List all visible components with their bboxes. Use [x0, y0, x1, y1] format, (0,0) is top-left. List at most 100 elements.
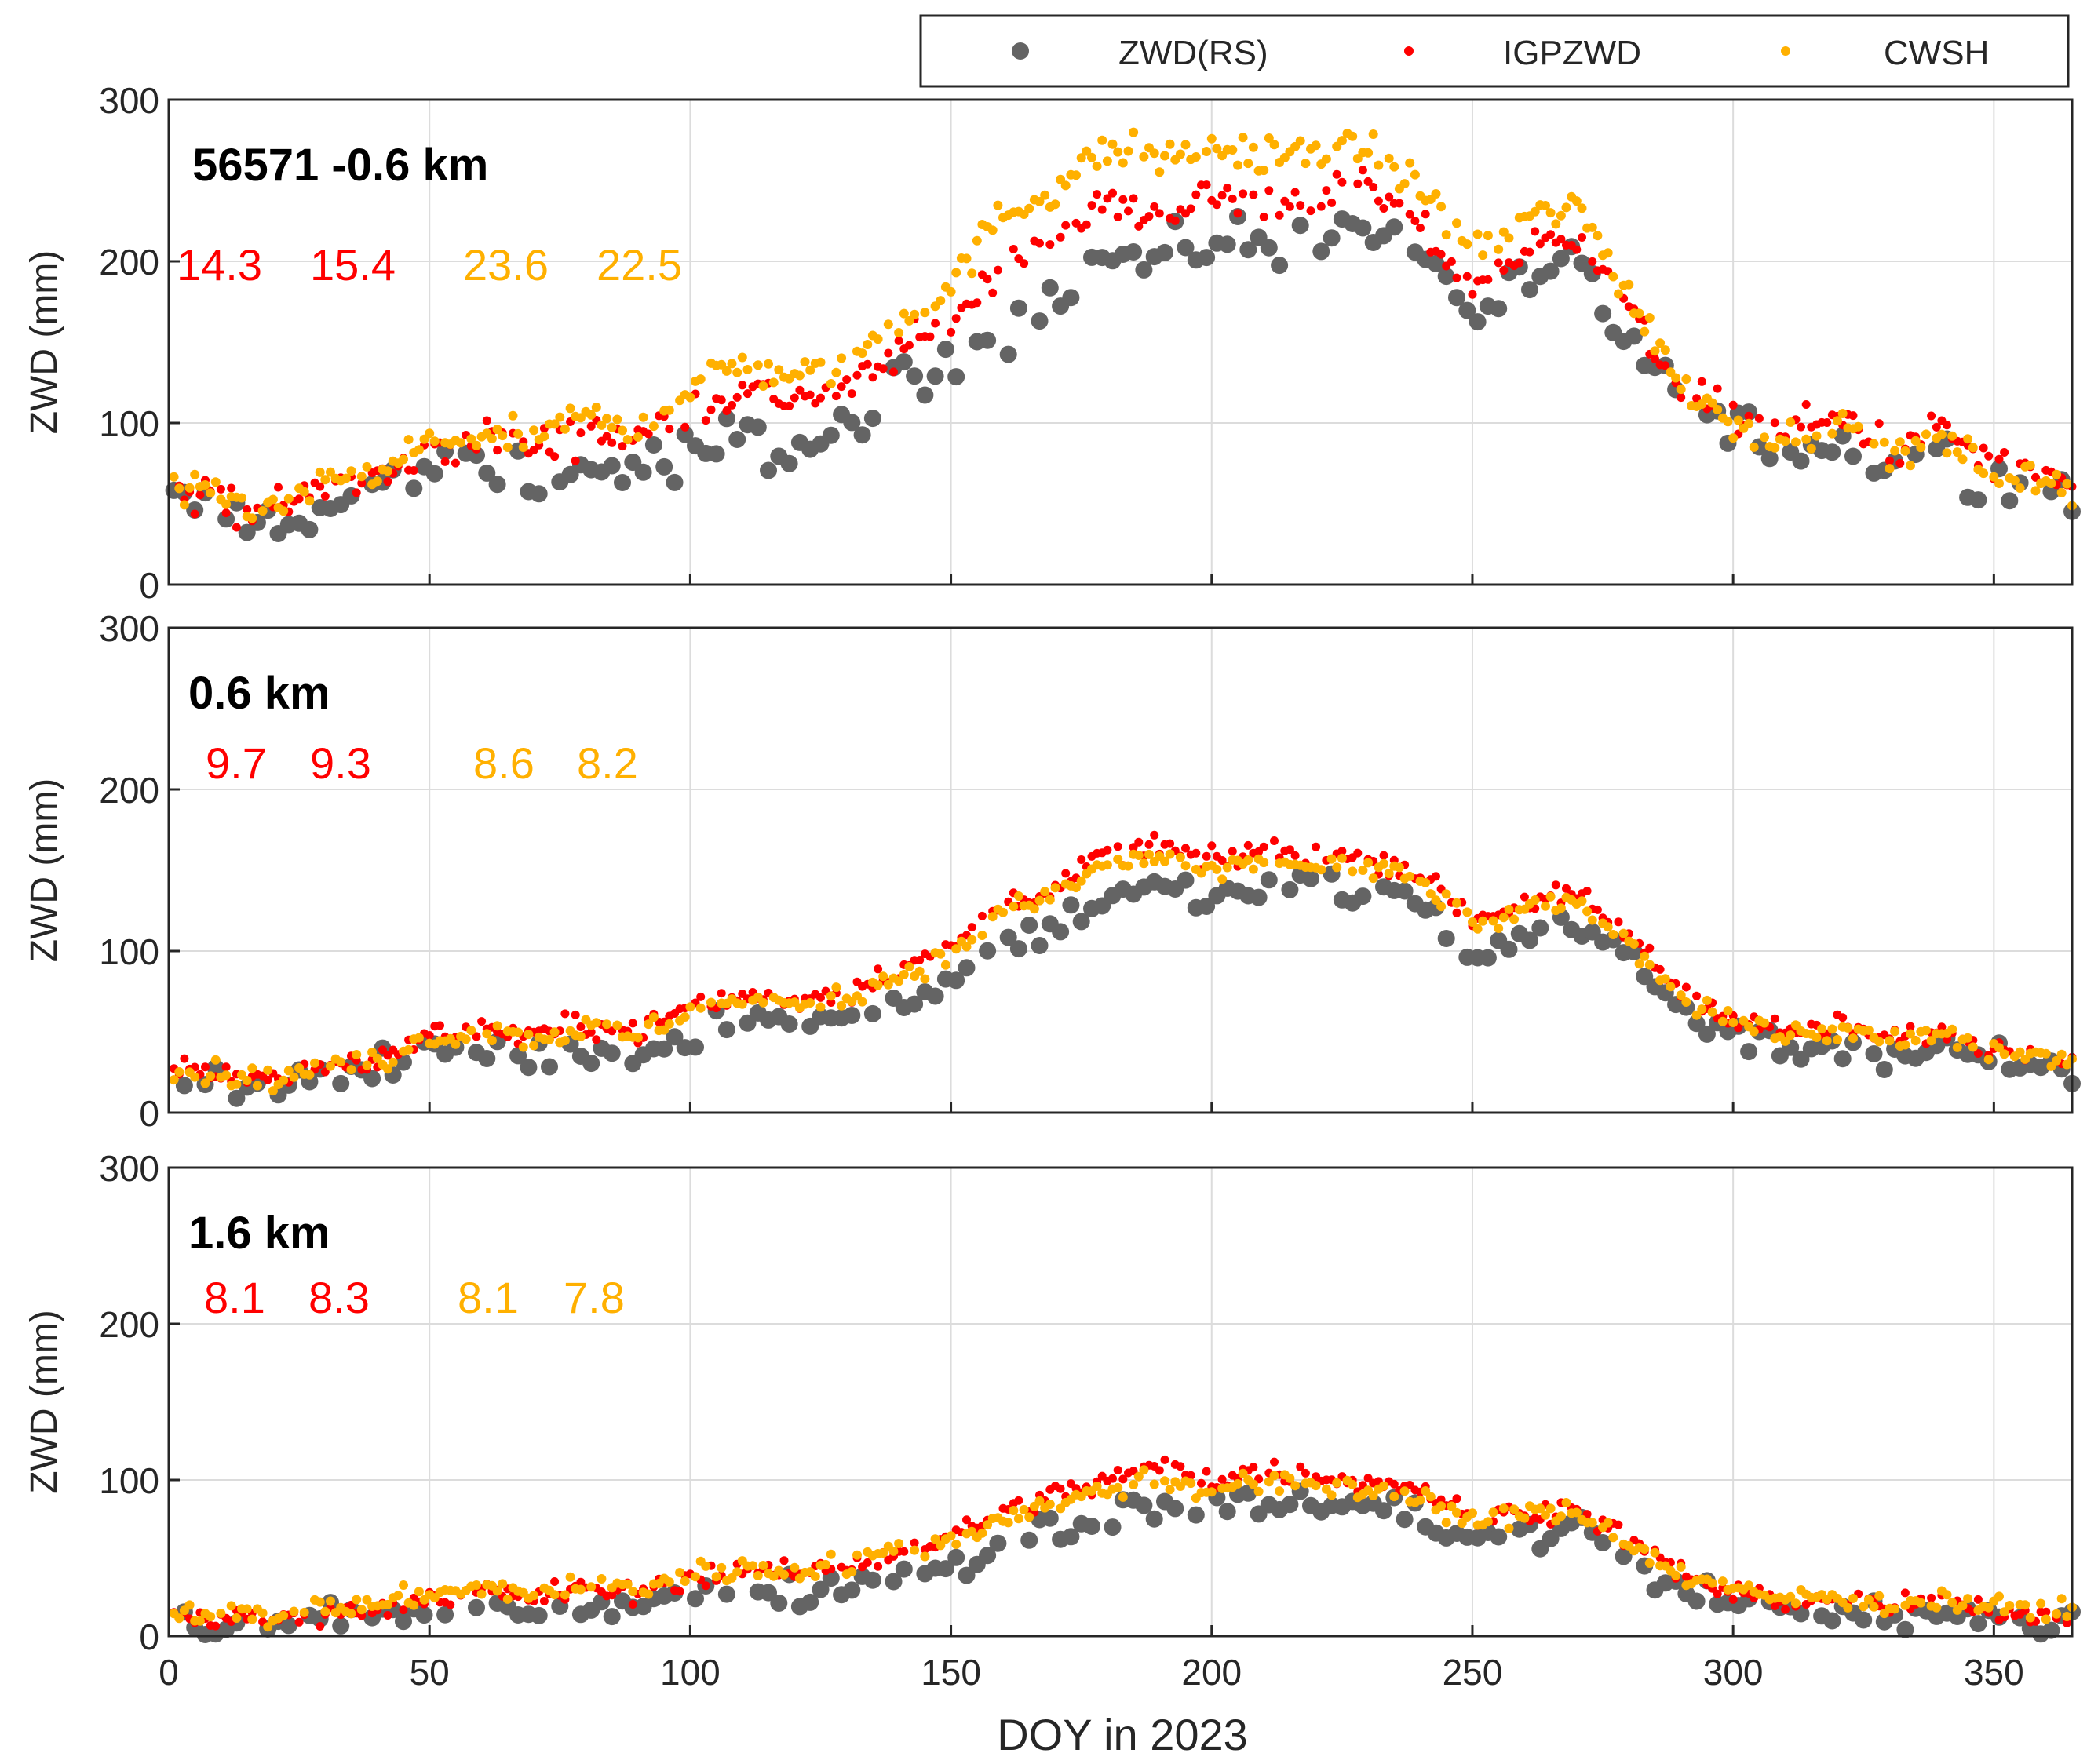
panel-2-point-cwsh	[1723, 1006, 1733, 1015]
panel-2-point-cwsh	[737, 999, 747, 1009]
panel-1-point-igp	[1358, 166, 1367, 175]
panel-2-point-cwsh	[1707, 1007, 1717, 1017]
panel-1-point-igp	[1374, 196, 1383, 206]
panel-2-point-cwsh	[1556, 903, 1566, 913]
panel-1-point-rs	[979, 331, 997, 349]
panel-1-point-rs	[425, 465, 443, 483]
panel-1-point-cwsh	[1833, 416, 1842, 426]
panel-1-point-igp	[602, 432, 611, 441]
panel-2-stat-cwsh-1: 8.6	[473, 738, 535, 788]
panel-1-point-cwsh	[1311, 140, 1321, 151]
panel-1-point-cwsh	[498, 431, 508, 441]
panel-1-point-igp	[1296, 201, 1305, 210]
panel-2-point-igp	[1191, 848, 1201, 858]
x-tick-label-100: 100	[660, 1652, 721, 1693]
panel-2-point-rs	[717, 1021, 735, 1039]
panel-3-point-cwsh	[1890, 1604, 1900, 1614]
panel-2-y-tick-label-0: 0	[139, 1093, 159, 1134]
panel-3-point-cwsh	[1248, 1479, 1258, 1489]
panel-3-point-cwsh	[1206, 1487, 1217, 1497]
panel-1-point-cwsh	[1087, 152, 1096, 162]
panel-3-point-igp	[899, 1547, 909, 1556]
panel-3-point-cwsh	[888, 1546, 899, 1556]
panel-3-point-cwsh	[675, 1568, 685, 1577]
panel-1-point-cwsh	[184, 483, 195, 493]
panel-2-point-rs	[1437, 930, 1455, 947]
panel-1-point-cwsh	[721, 366, 732, 376]
panel-3-point-cwsh	[263, 1622, 273, 1632]
panel-1-point-cwsh	[1165, 139, 1175, 149]
panel-2-point-cwsh	[936, 949, 946, 959]
panel-3-point-rs	[760, 1584, 777, 1602]
panel-2-point-igp	[378, 1045, 387, 1055]
panel-1-y-ticks: 0 100 200 300	[99, 80, 180, 606]
panel-1-point-igp	[1483, 275, 1493, 284]
panel-2-point-rs	[541, 1058, 558, 1076]
panel-2-point-cwsh	[1634, 959, 1644, 969]
panel-1-point-cwsh	[346, 466, 356, 476]
panel-2-point-cwsh	[1833, 1035, 1842, 1044]
panel-2-point-cwsh	[837, 1000, 847, 1011]
panel-3-point-cwsh	[1942, 1590, 1952, 1600]
panel-2-point-cwsh	[1812, 1033, 1822, 1042]
panel-3-point-rs	[1896, 1620, 1914, 1638]
panel-3-point-cwsh	[1275, 1486, 1285, 1496]
panel-2-point-rs	[363, 1070, 381, 1088]
panel-1-point-rs	[1792, 452, 1810, 470]
panel-1-point-igp	[1316, 202, 1326, 211]
panel-1-point-igp	[1874, 419, 1884, 428]
panel-3-point-cwsh	[1045, 1500, 1055, 1509]
panel-2-point-cwsh	[482, 1029, 492, 1039]
panel-1-point-rs	[1271, 257, 1289, 275]
panel-3-point-cwsh	[1441, 1518, 1451, 1528]
panel-2-series-cwsh	[169, 849, 2077, 1096]
panel-1-point-rs	[906, 367, 924, 385]
panel-3-point-cwsh	[1009, 1506, 1019, 1515]
panel-2-point-cwsh	[1316, 865, 1326, 875]
panel-3-point-cwsh	[476, 1589, 487, 1599]
panel-1-point-cwsh	[1744, 418, 1754, 428]
panel-1-point-cwsh	[648, 421, 659, 432]
panel-2-point-igp	[1692, 991, 1702, 1000]
panel-2-point-igp	[816, 993, 825, 1002]
panel-3-point-rs	[687, 1590, 704, 1608]
panel-2-point-igp	[1645, 943, 1655, 953]
panel-1-point-igp	[1932, 422, 1941, 432]
panel-2-point-cwsh	[1983, 1055, 1994, 1065]
panel-3-stat-igp-1: 8.1	[204, 1273, 265, 1322]
panel-1-point-cwsh	[831, 367, 841, 377]
panel-2-point-cwsh	[1577, 896, 1587, 906]
panel-3-point-cwsh	[1509, 1504, 1520, 1514]
panel-1-point-cwsh	[1436, 202, 1447, 212]
panel-2-point-rs	[1260, 871, 1278, 889]
panel-3-point-cwsh	[1092, 1482, 1102, 1491]
panel-1-point-cwsh	[1577, 203, 1587, 213]
legend-marker-rs	[1012, 42, 1029, 60]
panel-1-point-igp	[1535, 239, 1545, 249]
panel-1-point-cwsh	[1494, 244, 1504, 254]
panel-1-point-igp	[1546, 230, 1556, 239]
panel-1-point-rs	[1031, 312, 1049, 330]
panel-2-point-cwsh	[1029, 904, 1039, 914]
panel-3-point-igp	[294, 1617, 304, 1627]
panel-1-point-cwsh	[638, 412, 648, 422]
panel-2-point-cwsh	[1863, 1025, 1874, 1035]
panel-1-point-cwsh	[1593, 231, 1603, 241]
panel-1-point-cwsh	[555, 412, 565, 422]
panel-1-point-cwsh	[1348, 131, 1358, 141]
panel-3-point-cwsh	[701, 1561, 711, 1571]
panel-2-point-cwsh	[1212, 864, 1222, 874]
panel-3-stat-cwsh-1: 8.1	[458, 1273, 519, 1322]
panel-2-point-igp	[1113, 842, 1122, 851]
panel-2-point-igp	[201, 1062, 210, 1072]
panel-2-point-cwsh	[2056, 1049, 2067, 1059]
panel-3-point-cwsh	[758, 1561, 768, 1570]
panel-3-point-rs	[1041, 1509, 1059, 1527]
panel-3-point-igp	[1900, 1588, 1910, 1598]
panel-3-point-rs	[468, 1598, 485, 1616]
panel-2-point-rs	[1531, 919, 1549, 937]
panel-2-point-cwsh	[174, 1067, 184, 1077]
panel-1-point-igp	[1369, 183, 1378, 191]
panel-3-point-cwsh	[1504, 1523, 1514, 1533]
